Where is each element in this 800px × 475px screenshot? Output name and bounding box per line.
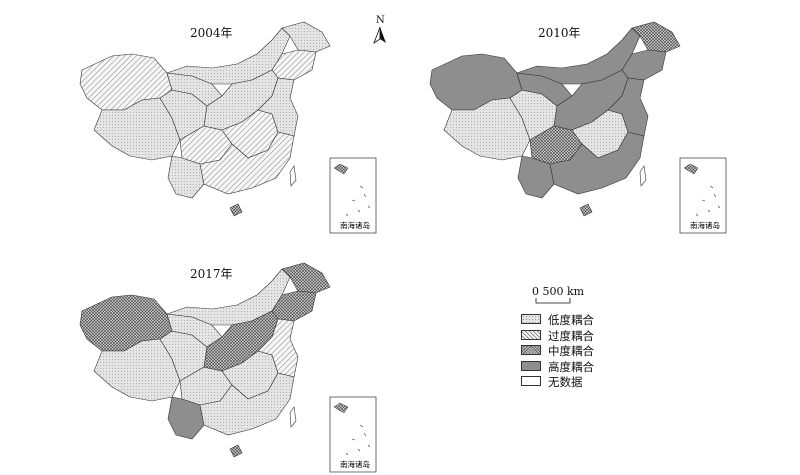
region-yunnan	[517, 155, 555, 199]
region-heilongjiang	[281, 262, 331, 294]
region-tibet	[93, 338, 181, 402]
region-tibet	[93, 97, 181, 161]
region-hainan	[579, 203, 593, 217]
inset-label: 南海诸岛	[340, 459, 370, 469]
region-hainan	[229, 444, 243, 458]
legend-swatch-high	[521, 360, 541, 371]
china-map: 南海诸岛	[429, 21, 727, 234]
region-yunnan	[167, 155, 205, 199]
legend-label: 低度耦合	[548, 313, 594, 327]
inset-frame	[329, 157, 377, 234]
region-heilongjiang	[631, 21, 681, 53]
region-heilongjiang	[281, 21, 331, 53]
inset-frame	[679, 157, 727, 234]
region-taiwan	[289, 165, 297, 187]
legend-swatch-none	[521, 376, 541, 386]
legend-swatch-medium	[521, 345, 541, 355]
scale-bar: 0 500 km	[532, 285, 585, 304]
map-2004: 2004年 南海诸岛	[0, 0, 400, 240]
region-yunnan	[167, 396, 205, 440]
north-label: N	[376, 15, 385, 26]
map-title: 2017年	[190, 267, 233, 281]
map-2010: 2010年 南海诸岛	[400, 0, 800, 240]
region-taiwan	[289, 406, 297, 428]
map-title: 2004年	[190, 26, 233, 40]
legend-label: 过度耦合	[548, 328, 594, 343]
scale-bar-icon	[535, 298, 571, 304]
region-taiwan	[639, 165, 647, 187]
china-map: 南海诸岛	[79, 21, 377, 234]
map-title: 2010年	[538, 26, 581, 40]
north-arrow-icon	[373, 26, 386, 45]
region-south	[549, 131, 645, 195]
region-south	[199, 131, 295, 195]
region-east	[257, 318, 299, 378]
inset-label: 南海诸岛	[340, 220, 370, 230]
region-tibet	[443, 97, 531, 161]
legend-label: 无数据	[548, 375, 583, 389]
region-east	[607, 77, 649, 137]
legend-swatch-low	[521, 314, 541, 324]
legend-swatch-transition	[521, 329, 541, 340]
region-east	[257, 77, 299, 137]
legend-label: 中度耦合	[548, 344, 594, 358]
north-arrow: N	[373, 15, 387, 45]
map-2017: 2017年 南海诸岛	[0, 245, 400, 475]
region-south	[199, 372, 295, 436]
scale-bar-label: 0 500 km	[532, 285, 585, 298]
inset-frame	[329, 396, 377, 473]
inset-label: 南海诸岛	[690, 220, 720, 230]
legend-label: 高度耦合	[548, 359, 594, 374]
china-map: 南海诸岛	[79, 262, 377, 473]
region-hainan	[229, 203, 243, 217]
